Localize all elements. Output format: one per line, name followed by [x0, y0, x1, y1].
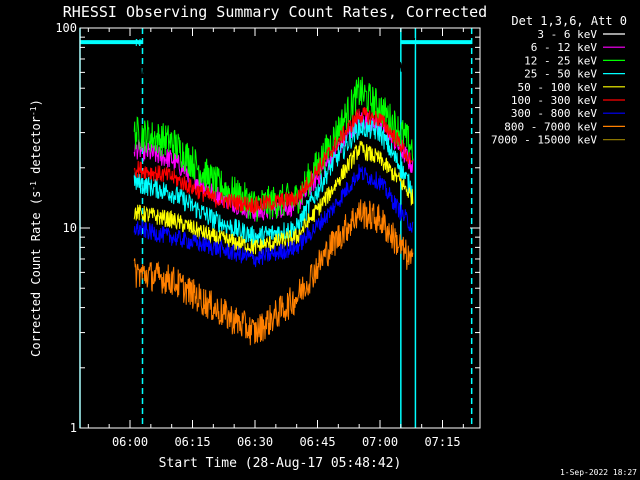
x-tick-label: 06:45	[299, 435, 335, 449]
legend-label: 3 - 6 keV	[537, 28, 597, 41]
x-tick-label: 07:15	[424, 435, 460, 449]
x-tick-label: 06:00	[112, 435, 148, 449]
series-line-800-7000keV	[133, 199, 414, 346]
legend-label: 6 - 12 keV	[531, 41, 598, 54]
y-tick-label: 1	[70, 421, 77, 435]
series-line-100-300keV	[133, 107, 413, 216]
x-tick-label: 06:30	[237, 435, 273, 449]
legend-label: 25 - 50 keV	[524, 68, 597, 81]
legend-label: 300 - 800 keV	[511, 107, 597, 120]
series-line-50-100keV	[133, 140, 414, 255]
x-axis-label: Start Time (28-Aug-17 05:48:42)	[159, 456, 402, 471]
series-line-25-50keV	[133, 117, 414, 248]
interval-label: N	[135, 38, 141, 49]
y-axis-label: Corrected Count Rate (s-1 detector-1)	[29, 99, 44, 357]
y-tick-label: 100	[55, 21, 77, 35]
legend-label: 50 - 100 keV	[518, 81, 598, 94]
legend-label: 7000 - 15000 keV	[491, 134, 597, 147]
timestamp: 1-Sep-2022 18:27	[560, 468, 637, 477]
chart-title: RHESSI Observing Summary Count Rates, Co…	[63, 3, 487, 21]
x-tick-label: 06:15	[174, 435, 210, 449]
legend-label: 800 - 7000 keV	[504, 120, 597, 133]
series-line-3-6keV	[129, 38, 416, 87]
series-line-300-800keV	[133, 164, 414, 268]
legend-label: 12 - 25 keV	[524, 54, 597, 67]
x-tick-label: 07:00	[362, 435, 398, 449]
legend-title: Det 1,3,6, Att 0	[511, 14, 627, 28]
legend-label: 100 - 300 keV	[511, 94, 597, 107]
series-line-12-25keV	[133, 76, 414, 222]
y-tick-label: 10	[63, 221, 77, 235]
